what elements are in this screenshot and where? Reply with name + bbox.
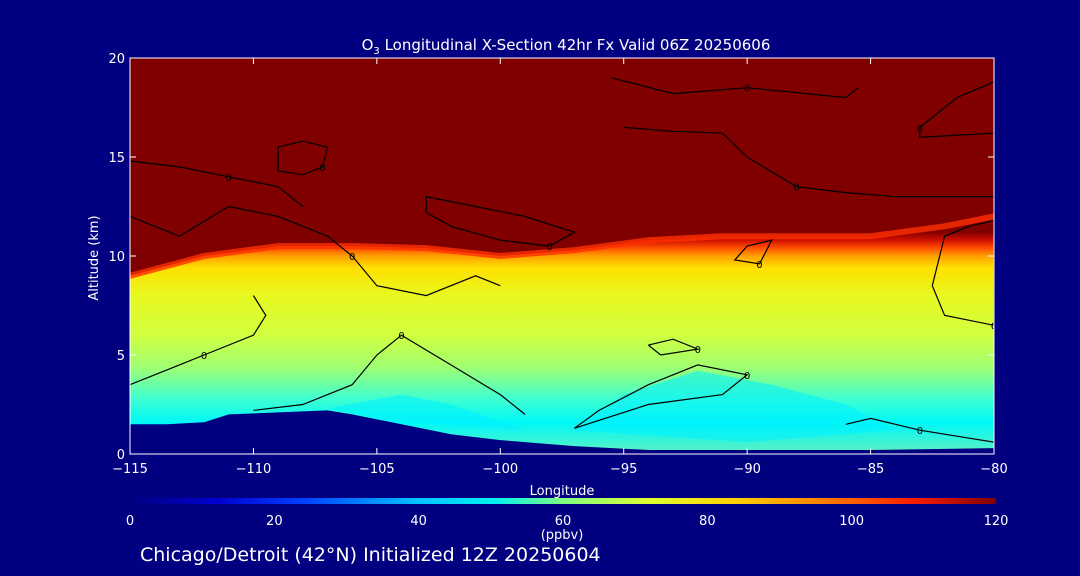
contour-label: 0: [349, 252, 355, 263]
contour-line: [253, 334, 526, 415]
colorbar-tick-label: 120: [984, 514, 1009, 529]
chart-title: O3 Longitudinal X-Section 42hr Fx Valid …: [362, 36, 771, 57]
colorbar: 0 20 40 60 80 100 120 (ppbv): [126, 498, 1009, 543]
plot-area: 0 0 0 0 0 0 0 0 0 0 0 0 0 0: [130, 58, 997, 454]
low-ozone-patches: [327, 370, 896, 443]
title-rest: Longitudinal X-Section 42hr Fx Valid 06Z…: [380, 36, 771, 54]
contour-label: 0: [695, 345, 701, 356]
contour-line: [573, 364, 749, 429]
contour-label: 0: [793, 183, 799, 194]
x-axis-label: Longitude: [530, 484, 595, 499]
x-tick-label: −110: [236, 462, 272, 477]
contour-line: [648, 338, 701, 356]
x-tick-label: −95: [610, 462, 637, 477]
contour-label: 0: [756, 260, 762, 271]
contour-label: 0: [744, 84, 750, 95]
colorbar-tick-label: 100: [839, 514, 864, 529]
title-prefix: O: [362, 36, 374, 54]
x-tick-label: −90: [733, 462, 760, 477]
low-ozone-patch: [574, 370, 896, 443]
contour-line: [277, 140, 329, 176]
contour-label: 0: [991, 321, 997, 332]
contour-line: [733, 239, 773, 265]
contour-label: 0: [398, 331, 404, 342]
contour-label: 0: [917, 426, 923, 437]
contour-label: 0: [917, 123, 923, 134]
y-tick-label: 15: [108, 151, 125, 166]
contour-label: 0: [546, 242, 552, 253]
y-axis: 0 5 10 15 20: [108, 52, 994, 463]
contour-line: [919, 81, 994, 138]
y-tick-label: 0: [117, 448, 125, 463]
x-tick-label: −80: [980, 462, 1007, 477]
colorbar-tick-label: 80: [699, 514, 716, 529]
contour-label: 0: [201, 351, 207, 362]
colorbar-gradient: [130, 498, 996, 504]
x-tick-label: −85: [857, 462, 884, 477]
contour-layer: 0 0 0 0 0 0 0 0 0 0 0 0 0 0: [130, 77, 997, 443]
contour-line: [611, 77, 859, 99]
x-tick-label: −105: [359, 462, 395, 477]
low-ozone-patch: [327, 394, 525, 431]
x-tick-label: −115: [112, 462, 148, 477]
contour-line: [130, 160, 304, 207]
contour-line: [931, 219, 994, 326]
colorbar-tick-label: 0: [126, 514, 134, 529]
footer-caption: Chicago/Detroit (42°N) Initialized 12Z 2…: [140, 544, 601, 566]
y-axis-label: Altitude (km): [87, 215, 102, 300]
contour-label: 0: [226, 173, 232, 184]
colorbar-tick-label: 60: [555, 514, 572, 529]
tropopause-band: [130, 213, 994, 279]
contour-line: [130, 205, 501, 297]
contour-line: [130, 295, 267, 386]
terrain-region: [130, 410, 994, 454]
colorbar-ticks: 0 20 40 60 80 100 120: [126, 514, 1009, 529]
x-tick-label: −100: [482, 462, 518, 477]
x-axis: −115 −110 −105 −100 −95 −90 −85 −80: [112, 58, 1008, 477]
contour-label: 0: [319, 163, 325, 174]
colorbar-unit-label: (ppbv): [541, 528, 584, 543]
y-tick-label: 5: [117, 349, 125, 364]
y-tick-label: 10: [108, 250, 125, 265]
title-subscript: 3: [373, 46, 379, 57]
colorbar-tick-label: 40: [410, 514, 427, 529]
contour-label: 0: [744, 371, 750, 382]
y-tick-label: 20: [108, 52, 125, 67]
contour-line: [425, 196, 576, 247]
colorbar-tick-label: 20: [266, 514, 283, 529]
contour-line: [623, 126, 994, 198]
stratosphere-region: [130, 58, 994, 276]
contour-line: [845, 417, 994, 443]
